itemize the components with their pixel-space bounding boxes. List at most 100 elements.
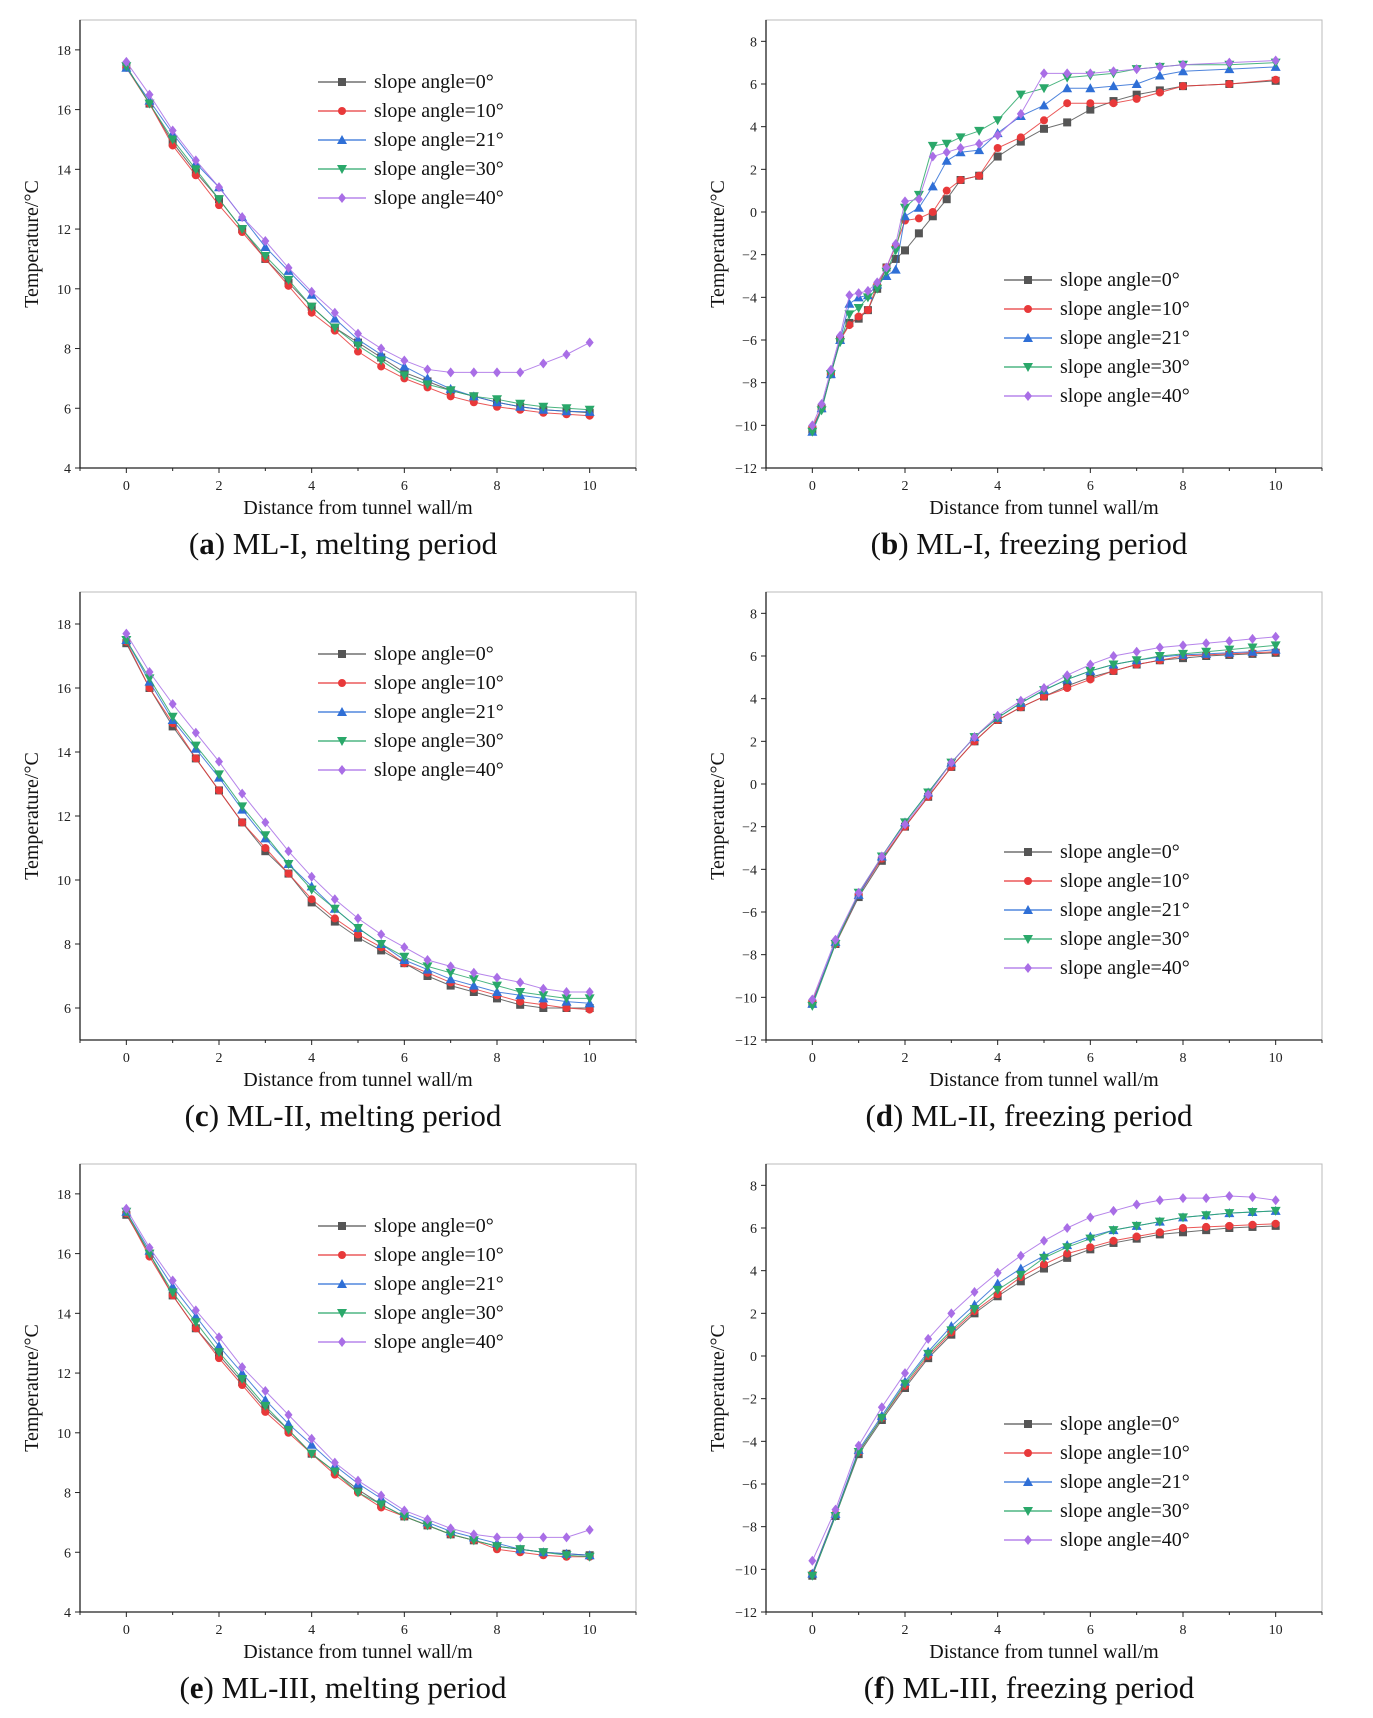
data-point xyxy=(877,1402,886,1413)
legend-marker xyxy=(1024,391,1032,401)
legend-label: slope angle=0° xyxy=(1060,1413,1180,1435)
data-point xyxy=(901,196,909,207)
data-point xyxy=(1040,1264,1048,1273)
legend-entry: slope angle=10° xyxy=(318,100,504,122)
data-point xyxy=(1015,1270,1026,1280)
data-point xyxy=(890,246,901,256)
series-4 xyxy=(122,628,594,997)
data-point xyxy=(215,201,223,210)
data-point xyxy=(970,732,979,743)
x-tick-label: 8 xyxy=(1180,1051,1187,1066)
data-point xyxy=(1016,1250,1025,1261)
data-point xyxy=(423,364,432,375)
y-tick-label: 18 xyxy=(57,1188,71,1203)
data-point xyxy=(190,1311,201,1321)
data-point xyxy=(1224,1209,1235,1219)
legend-marker xyxy=(338,193,346,203)
caption-text: ) ML-II, freezing period xyxy=(893,1098,1193,1133)
data-point xyxy=(1178,1213,1188,1223)
x-tick-label: 8 xyxy=(494,1623,501,1638)
data-point xyxy=(353,341,363,351)
data-point xyxy=(330,914,339,923)
data-point xyxy=(1109,1236,1118,1245)
data-point xyxy=(562,1532,571,1543)
plot-frame xyxy=(765,1163,1323,1613)
data-point xyxy=(284,281,293,290)
data-point xyxy=(1179,1228,1187,1237)
y-axis-label: Temperature/°C xyxy=(707,180,729,308)
caption-d: (d) ML-II, freezing period xyxy=(865,1098,1193,1133)
data-point xyxy=(377,343,386,354)
y-axis-label: Temperature/°C xyxy=(707,752,729,880)
caption-f: (f) ML-III, freezing period xyxy=(863,1670,1195,1705)
data-point xyxy=(1040,116,1048,125)
legend-label: slope angle=10° xyxy=(1060,298,1190,320)
data-point xyxy=(1085,666,1096,676)
data-point xyxy=(469,1529,478,1540)
data-point xyxy=(1040,683,1048,693)
data-point xyxy=(808,420,817,431)
data-point xyxy=(237,1368,248,1378)
data-point xyxy=(260,1401,271,1411)
data-point xyxy=(284,869,293,878)
data-point xyxy=(941,139,952,149)
data-point xyxy=(808,994,817,1005)
x-tick-label: 0 xyxy=(123,1623,130,1638)
data-point xyxy=(955,133,966,143)
data-point xyxy=(1109,1205,1118,1216)
caption-letter: d xyxy=(875,1098,894,1133)
data-point xyxy=(1247,1208,1258,1217)
data-point xyxy=(1132,90,1141,99)
data-point xyxy=(329,1467,340,1477)
data-point xyxy=(1063,1253,1072,1262)
chart-panel-a: 0 2 4 6 8 10 4 6 8 10 12 14 16 18 Distance from tunnel… xyxy=(0,0,686,572)
data-point xyxy=(1062,83,1073,93)
data-point xyxy=(330,894,339,905)
data-point xyxy=(562,987,571,997)
data-point xyxy=(260,241,271,251)
data-point xyxy=(1085,1234,1096,1244)
data-point xyxy=(168,699,177,709)
data-point xyxy=(845,321,854,330)
data-point xyxy=(215,1354,223,1363)
legend-entry: slope angle=21° xyxy=(318,129,504,151)
data-point xyxy=(237,1375,248,1385)
data-point xyxy=(400,355,409,366)
legend-label: slope angle=0° xyxy=(374,71,494,93)
data-point xyxy=(1132,646,1141,657)
data-point xyxy=(469,367,478,378)
data-point xyxy=(215,756,223,767)
data-point xyxy=(330,307,339,318)
data-point xyxy=(1155,1228,1164,1237)
series-3 xyxy=(121,636,595,1004)
data-point xyxy=(974,126,985,136)
chart-e: 0 2 4 6 8 10 4 6 8 10 12 14 16 18 Distance from tunnel… xyxy=(21,1163,637,1663)
data-point xyxy=(845,290,854,301)
legend-label: slope angle=21° xyxy=(374,701,504,723)
data-point xyxy=(376,940,387,949)
caption-letter: b xyxy=(880,526,899,561)
data-point xyxy=(329,904,340,914)
data-point xyxy=(516,367,525,378)
data-point xyxy=(831,1504,840,1515)
data-point xyxy=(445,974,456,984)
data-point xyxy=(585,1524,594,1535)
data-point xyxy=(1248,1220,1257,1229)
caption-letter: e xyxy=(189,1670,204,1705)
data-point xyxy=(873,277,882,288)
legend-label: slope angle=10° xyxy=(374,100,504,122)
y-tick-label: 18 xyxy=(57,44,71,59)
data-point xyxy=(1179,640,1187,651)
x-tick-label: 6 xyxy=(1087,1051,1094,1066)
data-point xyxy=(1040,68,1048,79)
x-axis-label: Distance from tunnel wall/m xyxy=(243,1641,473,1663)
x-tick-label: 6 xyxy=(401,1051,408,1066)
data-point xyxy=(1179,59,1187,70)
y-tick-label: 4 xyxy=(64,462,71,477)
data-point xyxy=(1063,1249,1072,1258)
data-point xyxy=(585,1005,594,1014)
data-point xyxy=(1086,1243,1095,1252)
data-point xyxy=(1109,651,1118,661)
data-point xyxy=(238,788,247,799)
data-point xyxy=(354,347,362,356)
